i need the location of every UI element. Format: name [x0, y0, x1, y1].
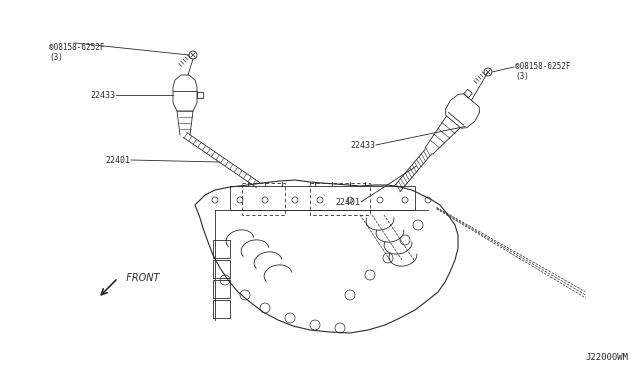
- Text: 22433: 22433: [350, 141, 375, 150]
- Text: 22433: 22433: [90, 90, 115, 99]
- Text: 22401: 22401: [105, 155, 130, 164]
- Text: J22000WM: J22000WM: [585, 353, 628, 362]
- Text: ®08158-6252F
(3): ®08158-6252F (3): [49, 43, 104, 62]
- Text: ®08158-6252F
(3): ®08158-6252F (3): [515, 62, 570, 81]
- Text: FRONT: FRONT: [120, 273, 159, 283]
- Text: 22401: 22401: [335, 198, 360, 206]
